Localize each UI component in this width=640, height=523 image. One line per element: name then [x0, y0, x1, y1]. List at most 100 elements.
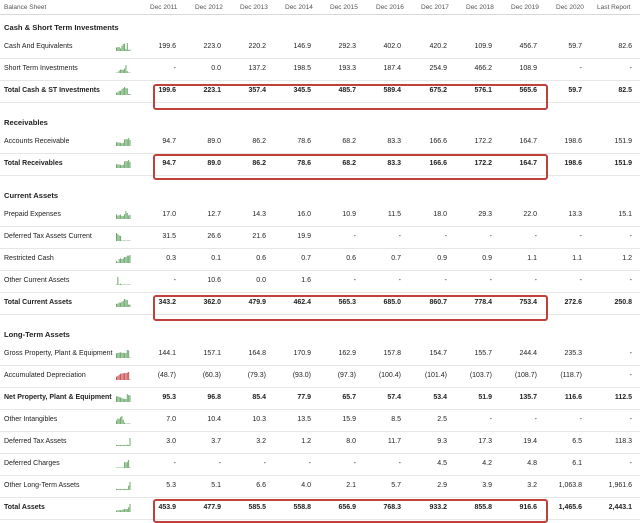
- value-cell: 1,961.6: [608, 482, 632, 489]
- table-row: Total Current Assets 343.2 362.0 479.9 462.4…: [0, 292, 640, 315]
- value-cell: -: [629, 233, 632, 240]
- row-label[interactable]: Total Current Assets: [4, 299, 73, 306]
- value-cell: 82.5: [618, 87, 632, 94]
- value-cell: 199.6: [158, 43, 176, 50]
- value-cell: 18.0: [433, 211, 447, 218]
- value-cell: 0.9: [482, 255, 492, 262]
- value-cell: 477.9: [203, 504, 221, 511]
- sparkline-chart-icon[interactable]: [116, 349, 131, 358]
- value-cell: 53.4: [433, 394, 447, 401]
- value-cell: -: [629, 416, 632, 423]
- value-cell: 5.1: [211, 482, 221, 489]
- sparkline-chart-icon[interactable]: [116, 64, 131, 73]
- value-cell: 0.3: [166, 255, 176, 262]
- value-cell: 85.4: [252, 394, 266, 401]
- highlight-total-current-assets: [153, 295, 548, 321]
- value-cell: 2,443.1: [608, 504, 632, 511]
- row-label[interactable]: Total Cash & ST Investments: [4, 87, 100, 94]
- value-cell: 10.4: [207, 416, 221, 423]
- row-label[interactable]: Accounts Receivable: [4, 138, 70, 145]
- row-label[interactable]: Restricted Cash: [4, 255, 54, 262]
- value-cell: 345.5: [293, 87, 311, 94]
- row-label[interactable]: Total Receivables: [4, 160, 63, 167]
- value-cell: 166.6: [429, 138, 447, 145]
- sparkline-chart-icon[interactable]: [116, 254, 131, 263]
- value-cell: 420.2: [429, 43, 447, 50]
- row-label[interactable]: Deferred Tax Assets: [4, 438, 67, 445]
- sparkline-chart-icon[interactable]: [116, 437, 131, 446]
- row-label[interactable]: Accumulated Depreciation: [4, 372, 86, 379]
- value-cell: 116.6: [564, 394, 582, 401]
- row-label[interactable]: Prepaid Expenses: [4, 211, 61, 218]
- row-label[interactable]: Short Term Investments: [4, 65, 78, 72]
- section-title: Current Assets: [4, 191, 59, 200]
- sparkline-chart-icon[interactable]: [116, 210, 131, 219]
- sparkline-chart-icon[interactable]: [116, 137, 131, 146]
- value-cell: -: [173, 65, 176, 72]
- value-cell: 2.9: [437, 482, 447, 489]
- sparkline-chart-icon[interactable]: [116, 86, 131, 95]
- value-cell: 157.8: [383, 350, 401, 357]
- value-cell: 8.0: [346, 438, 356, 445]
- table-row: Other Current Assets - 10.6 0.0 1.6 - - - - - - -: [0, 270, 640, 293]
- year-header: Dec 2016: [376, 4, 404, 11]
- value-cell: -: [173, 460, 176, 467]
- row-label[interactable]: Net Property, Plant & Equipment: [4, 394, 112, 401]
- value-cell: 220.2: [248, 43, 266, 50]
- value-cell: 6.5: [572, 438, 582, 445]
- sparkline-chart-icon[interactable]: [116, 371, 131, 380]
- value-cell: 12.7: [207, 211, 221, 218]
- sparkline-chart-icon[interactable]: [116, 481, 131, 490]
- sparkline-chart-icon[interactable]: [116, 459, 131, 468]
- value-cell: 916.6: [519, 504, 537, 511]
- row-label[interactable]: Total Assets: [4, 504, 45, 511]
- value-cell: (48.7): [157, 372, 176, 379]
- value-cell: 402.0: [383, 43, 401, 50]
- value-cell: -: [629, 460, 632, 467]
- value-cell: 8.5: [391, 416, 401, 423]
- value-cell: 15.9: [342, 416, 356, 423]
- value-cell: 19.4: [523, 438, 537, 445]
- value-cell: (101.4): [424, 372, 447, 379]
- value-cell: (60.3): [202, 372, 221, 379]
- value-cell: 146.9: [293, 43, 311, 50]
- row-label[interactable]: Other Intangibles: [4, 416, 58, 423]
- sparkline-chart-icon[interactable]: [116, 159, 131, 168]
- sparkline-chart-icon[interactable]: [116, 393, 131, 402]
- row-label[interactable]: Other Long-Term Assets: [4, 482, 80, 489]
- value-cell: 362.0: [203, 299, 221, 306]
- sparkline-chart-icon[interactable]: [116, 42, 131, 51]
- value-cell: (118.7): [560, 372, 582, 379]
- value-cell: 3.0: [166, 438, 176, 445]
- value-cell: 89.0: [207, 160, 221, 167]
- table-row: Accounts Receivable 94.7 89.0 86.2 78.6 68.2 8…: [0, 131, 640, 154]
- row-label[interactable]: Other Current Assets: [4, 277, 70, 284]
- highlight-total-receivables: [153, 154, 548, 180]
- value-cell: 11.5: [387, 211, 401, 218]
- value-cell: 0.7: [391, 255, 401, 262]
- value-cell: 768.3: [383, 504, 401, 511]
- sparkline-chart-icon[interactable]: [116, 298, 131, 307]
- sparkline-chart-icon[interactable]: [116, 415, 131, 424]
- row-label[interactable]: Deferred Charges: [4, 460, 60, 467]
- value-cell: (93.0): [292, 372, 311, 379]
- value-cell: (79.3): [247, 372, 266, 379]
- sparkline-chart-icon[interactable]: [116, 276, 131, 285]
- value-cell: 1.2: [301, 438, 311, 445]
- section-header: Current Assets: [0, 182, 640, 204]
- value-cell: 272.6: [564, 299, 582, 306]
- year-header: Dec 2013: [240, 4, 268, 11]
- value-cell: -: [534, 277, 537, 284]
- row-label[interactable]: Gross Property, Plant & Equipment: [4, 350, 113, 357]
- sparkline-chart-icon[interactable]: [116, 232, 131, 241]
- value-cell: 357.4: [248, 87, 266, 94]
- row-label[interactable]: Deferred Tax Assets Current: [4, 233, 92, 240]
- table-row: Short Term Investments - 0.0 137.2 198.5 193.…: [0, 58, 640, 81]
- table-header: Balance Sheet Dec 2011 Dec 2012 Dec 2013…: [0, 0, 640, 15]
- value-cell: 9.3: [437, 438, 447, 445]
- sparkline-chart-icon[interactable]: [116, 503, 131, 512]
- row-label[interactable]: Cash And Equivalents: [4, 43, 73, 50]
- value-cell: 193.3: [338, 65, 356, 72]
- table-row: Total Receivables 94.7 89.0 86.2 78.6 68.2 83.…: [0, 153, 640, 176]
- value-cell: 13.3: [568, 211, 582, 218]
